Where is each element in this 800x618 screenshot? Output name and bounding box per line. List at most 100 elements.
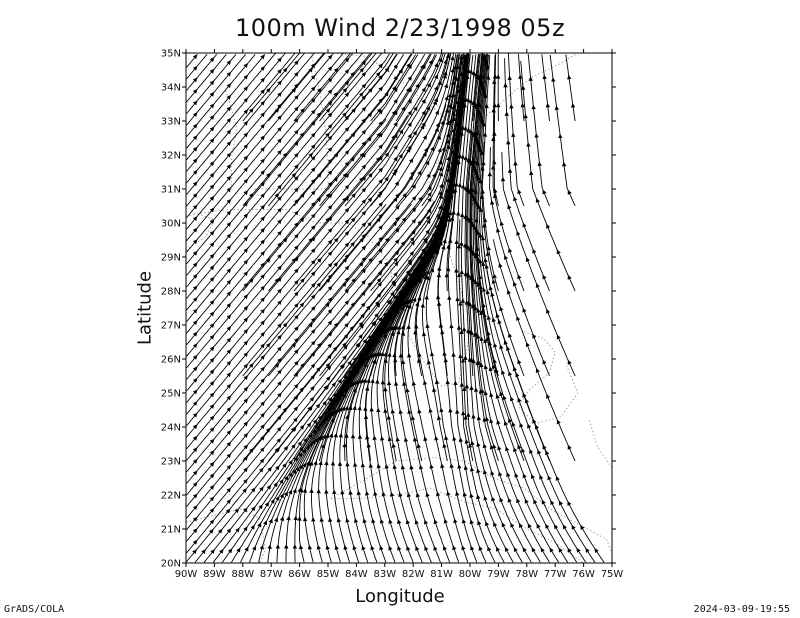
streamline-arrowhead <box>361 199 367 204</box>
streamline-arrowhead <box>525 342 530 347</box>
streamline-arrowhead <box>517 359 522 365</box>
streamline-arrowhead <box>415 83 420 89</box>
streamline-arrowhead <box>310 329 316 334</box>
streamline <box>421 54 463 207</box>
streamline-arrowhead <box>260 435 265 441</box>
streamline-arrowhead <box>432 387 437 393</box>
y-tick-label: 28N <box>161 287 181 298</box>
streamline-arrowhead <box>293 417 298 423</box>
streamline-arrowhead <box>279 493 284 499</box>
streamline-arrowhead <box>316 112 322 118</box>
streamline-arrowhead <box>507 417 512 423</box>
streamline-arrowhead <box>474 217 479 223</box>
streamline-arrowhead <box>345 461 350 467</box>
streamline-arrowhead <box>270 498 275 504</box>
streamline-arrowhead <box>411 207 417 213</box>
streamline-arrowhead <box>192 181 198 187</box>
streamline-arrowhead <box>209 346 215 352</box>
streamline-arrowhead <box>529 170 534 176</box>
streamline-arrowhead <box>260 285 265 291</box>
streamline-arrowhead <box>243 144 248 149</box>
streamline-arrowhead <box>310 352 316 357</box>
streamline-arrowhead <box>445 379 450 385</box>
streamline-arrowhead <box>341 406 346 411</box>
streamline-arrowhead <box>244 546 249 552</box>
streamline-arrowhead <box>226 430 232 435</box>
streamline <box>311 52 468 563</box>
streamline-arrowhead <box>226 187 232 193</box>
streamline-arrowhead <box>428 59 433 65</box>
streamline-arrowhead <box>499 220 504 226</box>
streamline-arrowhead <box>491 279 496 284</box>
streamline <box>421 56 469 292</box>
streamline-arrowhead <box>469 385 474 391</box>
streamline-arrowhead <box>348 490 353 495</box>
streamline-arrowhead <box>324 460 329 466</box>
coastline <box>225 90 238 189</box>
streamline-arrowhead <box>310 259 316 265</box>
streamline-arrowhead <box>528 76 533 81</box>
streamline-arrowhead <box>441 206 446 211</box>
streamline <box>493 53 499 207</box>
streamline-arrowhead <box>226 141 232 146</box>
streamline-arrowhead <box>361 233 367 239</box>
y-tick-label: 27N <box>161 321 181 332</box>
streamline-arrowhead <box>482 469 488 475</box>
streamline-arrowhead <box>511 132 516 137</box>
streamline-arrowhead <box>409 251 414 256</box>
streamline-arrowhead <box>406 62 411 68</box>
streamline-arrowhead <box>479 73 484 79</box>
streamline-arrowhead <box>368 172 373 178</box>
streamline-arrowhead <box>482 132 488 137</box>
streamline-arrowhead <box>375 379 380 384</box>
coastline <box>517 331 579 425</box>
streamline <box>186 53 465 507</box>
streamline-arrowhead <box>344 184 350 190</box>
streamline-arrowhead <box>209 323 215 328</box>
streamline-arrowhead <box>372 352 377 358</box>
streamline-arrowhead <box>349 325 354 331</box>
streamline-arrowhead <box>378 74 383 80</box>
streamline <box>186 52 334 230</box>
streamline-arrowhead <box>473 387 479 392</box>
streamline-arrowhead <box>344 196 350 202</box>
streamline-arrowhead <box>517 189 522 195</box>
streamline-arrowhead <box>474 74 479 80</box>
streamline-arrowhead <box>327 193 333 199</box>
streamline-arrowhead <box>368 87 373 93</box>
streamline-arrowhead <box>497 445 502 451</box>
y-tick-label: 34N <box>161 83 181 94</box>
streamline-arrowhead <box>361 291 366 296</box>
streamline-arrowhead <box>209 404 215 409</box>
streamline-arrowhead <box>315 403 321 409</box>
streamline-arrowhead <box>192 354 198 360</box>
streamline <box>394 148 458 377</box>
streamline-arrowhead <box>226 441 232 447</box>
streamline <box>242 204 387 377</box>
streamline-arrowhead <box>387 436 392 442</box>
streamline-arrowhead <box>378 63 383 69</box>
streamline-arrowhead <box>307 406 312 412</box>
streamline-arrowhead <box>431 232 436 237</box>
streamline-arrowhead <box>483 364 488 370</box>
streamline-arrowhead <box>209 334 215 340</box>
streamline-arrowhead <box>345 414 350 420</box>
streamline-arrowhead <box>373 491 378 496</box>
streamline-arrowhead <box>406 492 411 498</box>
streamline-arrowhead <box>353 462 358 467</box>
streamline-arrowhead <box>502 395 507 401</box>
streamline <box>492 54 525 292</box>
streamline-arrowhead <box>344 138 350 144</box>
streamline-arrowhead <box>517 397 522 403</box>
streamline-arrowhead <box>294 303 299 308</box>
streamline-arrowhead <box>383 386 388 392</box>
streamline-arrowhead <box>490 165 496 170</box>
streamline-arrowhead <box>463 155 468 161</box>
streamline-arrowhead <box>401 106 406 112</box>
streamline-arrowhead <box>356 490 361 496</box>
streamline-arrowhead <box>307 544 313 550</box>
streamline-arrowhead <box>567 500 572 506</box>
streamline-arrowhead <box>463 415 468 420</box>
streamline-arrowhead <box>486 75 491 80</box>
streamline-arrowhead <box>243 467 248 473</box>
